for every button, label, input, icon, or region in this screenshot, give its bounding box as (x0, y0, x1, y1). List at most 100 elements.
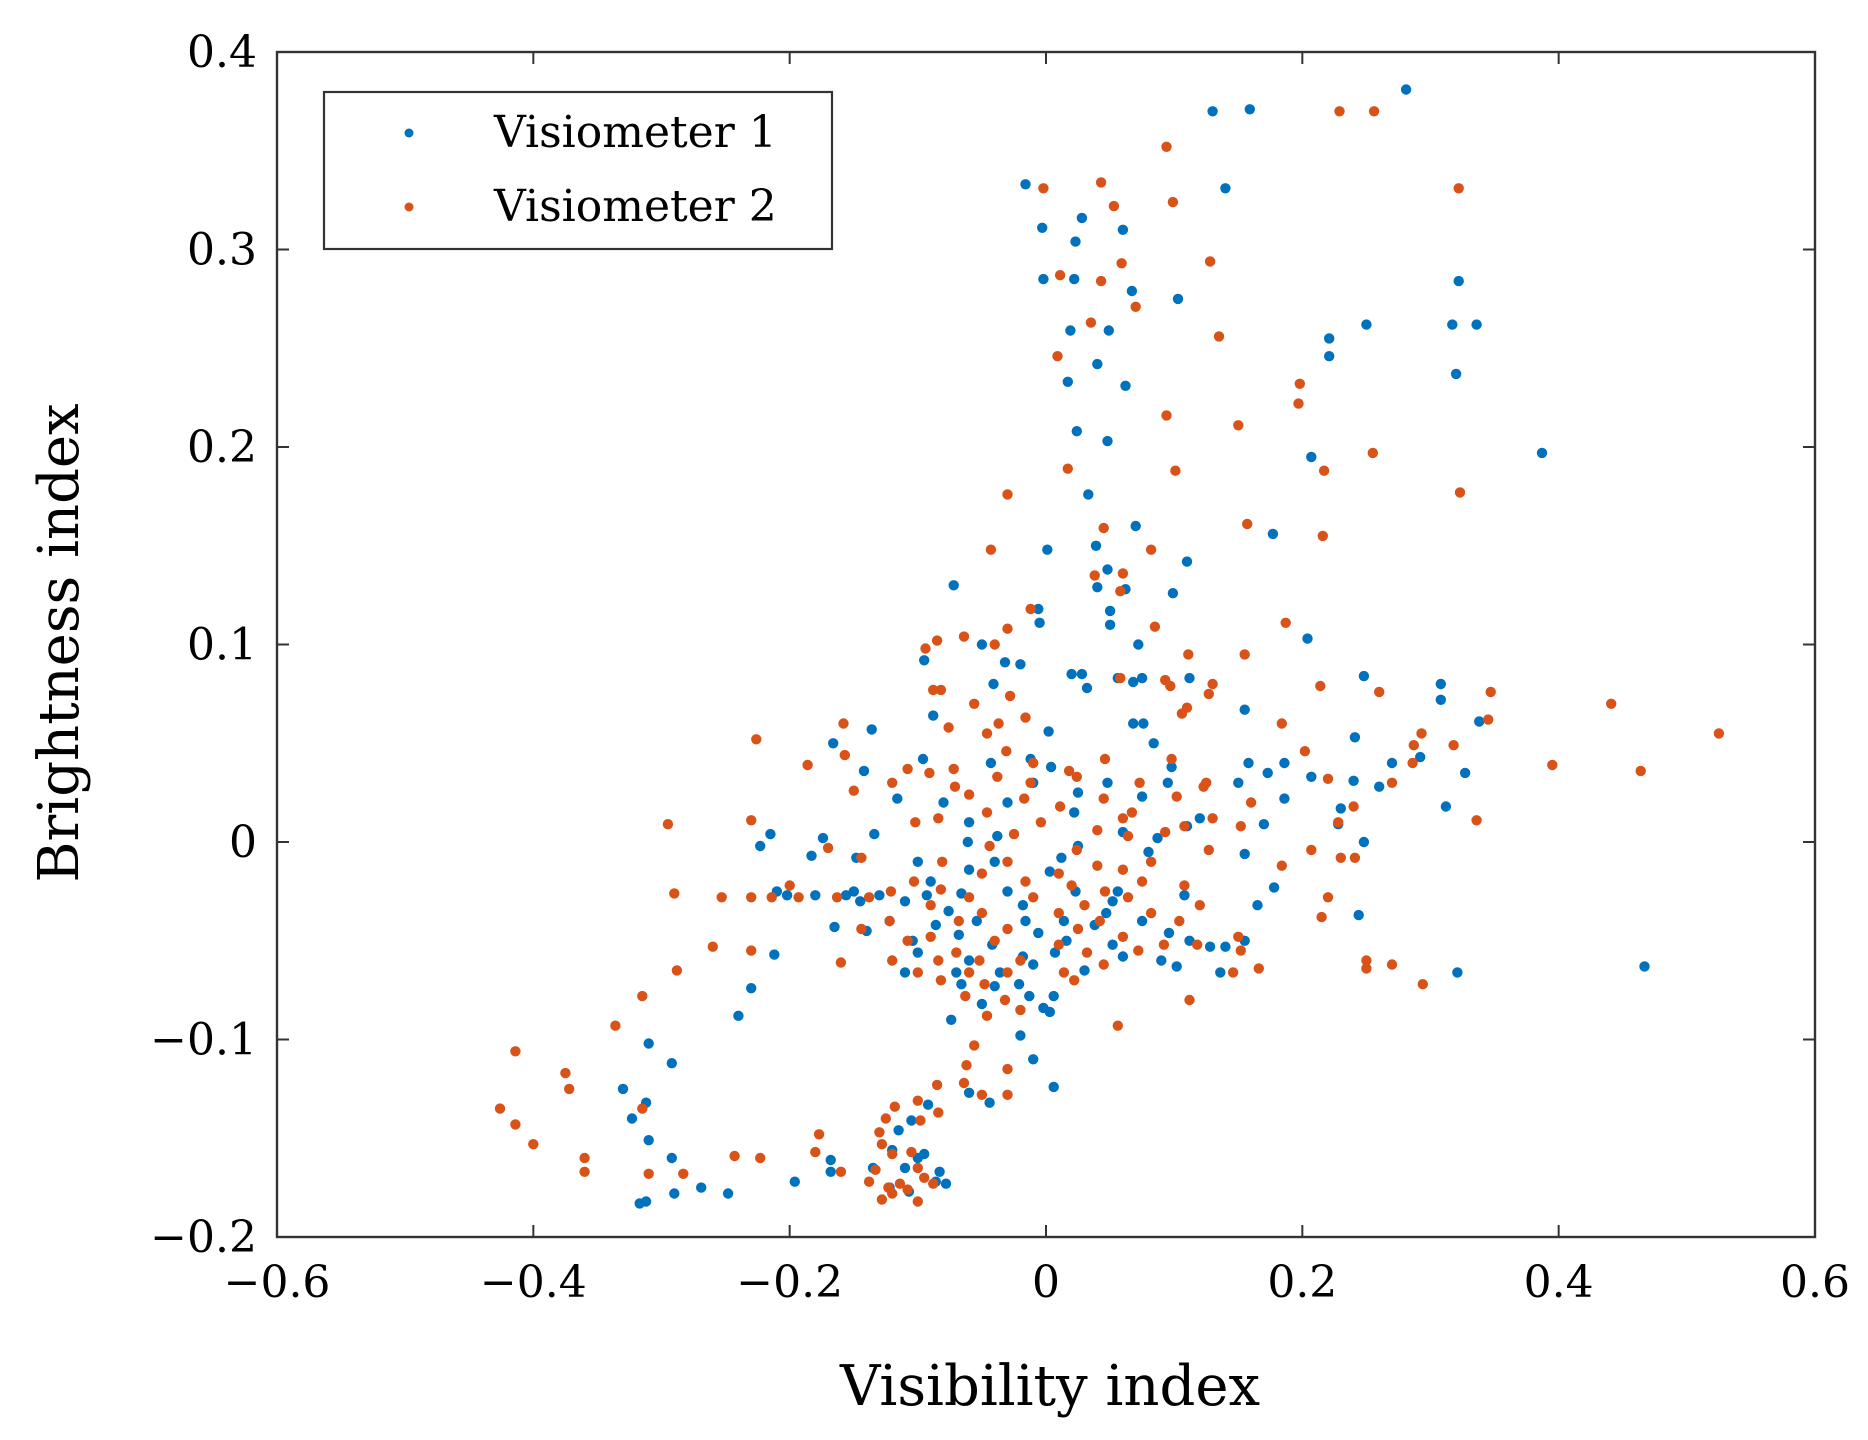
data-point-visiometer-1 (1024, 990, 1035, 1002)
data-point-visiometer-1 (953, 929, 964, 940)
data-point-visiometer-2 (564, 1083, 575, 1095)
data-point-visiometer-1 (1233, 777, 1244, 788)
data-point-visiometer-2 (510, 1119, 521, 1130)
data-point-visiometer-1 (1194, 813, 1206, 824)
data-point-visiometer-1 (1102, 777, 1113, 788)
data-point-visiometer-1 (1220, 183, 1231, 194)
data-point-visiometer-1 (1166, 761, 1177, 773)
data-point-visiometer-2 (874, 1127, 885, 1138)
data-point-visiometer-2 (969, 1040, 980, 1051)
data-point-visiometer-2 (906, 1146, 917, 1158)
y-tick-label: −0.1 (150, 1015, 257, 1066)
data-point-visiometer-1 (1440, 801, 1452, 812)
data-point-visiometer-2 (1071, 844, 1083, 856)
data-point-visiometer-2 (912, 967, 923, 978)
data-point-visiometer-1 (1459, 767, 1471, 779)
data-point-visiometer-2 (1001, 746, 1012, 757)
data-point-visiometer-2 (1002, 923, 1013, 935)
data-point-visiometer-2 (793, 892, 804, 903)
data-point-visiometer-2 (960, 990, 971, 1002)
data-point-visiometer-2 (1192, 939, 1203, 950)
data-point-visiometer-1 (1104, 605, 1116, 617)
data-point-visiometer-1 (1117, 224, 1129, 235)
data-point-visiometer-1 (971, 915, 982, 927)
data-point-visiometer-1 (1037, 222, 1048, 233)
data-point-visiometer-2 (802, 759, 813, 771)
data-point-visiometer-2 (1293, 398, 1304, 409)
data-point-visiometer-1 (769, 949, 780, 960)
data-point-visiometer-2 (1161, 410, 1172, 421)
legend-label-visiometer-1: Visiometer 1 (493, 107, 777, 158)
data-point-visiometer-2 (510, 1046, 521, 1057)
data-point-visiometer-2 (1134, 777, 1145, 788)
data-point-visiometer-1 (1471, 319, 1482, 330)
data-point-visiometer-2 (884, 915, 895, 927)
data-point-visiometer-2 (579, 1166, 590, 1178)
data-point-visiometer-1 (1415, 751, 1426, 763)
data-point-visiometer-1 (1279, 793, 1290, 804)
x-tick-label: 0.4 (1524, 1257, 1594, 1308)
data-point-visiometer-1 (962, 836, 973, 848)
data-point-visiometer-1 (1348, 775, 1359, 786)
data-point-visiometer-1 (1172, 293, 1184, 305)
data-point-visiometer-1 (921, 890, 932, 901)
data-point-visiometer-2 (948, 763, 959, 775)
data-point-visiometer-2 (1145, 907, 1157, 919)
data-point-visiometer-1 (1349, 732, 1361, 743)
data-point-visiometer-2 (1179, 821, 1190, 832)
data-point-visiometer-2 (1176, 708, 1188, 719)
data-point-visiometer-1 (781, 890, 793, 901)
data-point-visiometer-2 (981, 807, 993, 818)
data-point-visiometer-2 (870, 1164, 881, 1176)
data-point-visiometer-1 (1184, 672, 1195, 684)
data-point-visiometer-1 (1048, 1081, 1059, 1093)
data-point-visiometer-1 (930, 919, 941, 931)
data-point-visiometer-1 (1062, 376, 1074, 387)
data-point-visiometer-2 (928, 684, 939, 696)
data-point-visiometer-2 (1306, 844, 1317, 856)
data-point-visiometer-2 (1165, 680, 1176, 692)
data-point-visiometer-1 (1453, 275, 1464, 287)
data-point-visiometer-2 (924, 767, 935, 779)
data-point-visiometer-1 (1065, 325, 1076, 336)
data-point-visiometer-1 (1536, 447, 1548, 459)
data-point-visiometer-2 (1038, 183, 1049, 194)
data-point-visiometer-1 (989, 981, 1000, 992)
data-point-visiometer-2 (1145, 544, 1157, 555)
data-point-visiometer-2 (1004, 690, 1016, 702)
data-point-visiometer-2 (935, 684, 947, 696)
data-point-visiometer-1 (1104, 619, 1116, 630)
data-point-visiometer-1 (1324, 351, 1335, 362)
data-point-visiometer-1 (1072, 787, 1084, 798)
data-point-visiometer-2 (1145, 856, 1157, 867)
x-tick-label: 0 (1032, 1257, 1060, 1308)
data-point-visiometer-2 (746, 892, 757, 903)
data-point-visiometer-2 (678, 1168, 689, 1180)
data-point-visiometer-1 (1358, 670, 1370, 682)
data-point-visiometer-1 (829, 921, 840, 933)
data-point-visiometer-1 (1020, 915, 1031, 927)
data-point-visiometer-2 (1167, 196, 1179, 208)
data-point-visiometer-2 (1117, 568, 1129, 579)
data-point-visiometer-1 (925, 876, 936, 887)
data-point-visiometer-2 (1092, 825, 1103, 836)
data-point-visiometer-2 (1025, 603, 1036, 615)
data-point-visiometer-1 (1361, 319, 1372, 330)
data-point-visiometer-1 (1049, 947, 1061, 958)
data-point-visiometer-2 (1407, 757, 1418, 769)
data-point-visiometer-2 (1361, 963, 1372, 974)
data-point-visiometer-2 (1174, 915, 1185, 927)
data-point-visiometer-2 (1025, 777, 1036, 788)
data-point-visiometer-1 (1038, 273, 1049, 285)
data-point-visiometer-1 (1302, 633, 1313, 644)
data-point-visiometer-2 (1183, 649, 1194, 660)
data-point-visiometer-2 (662, 819, 674, 830)
data-point-visiometer-1 (963, 1087, 975, 1099)
data-point-visiometer-2 (1079, 900, 1090, 911)
data-point-visiometer-1 (994, 967, 1006, 978)
legend: Visiometer 1 Visiometer 2 (322, 90, 834, 251)
data-point-visiometer-2 (1133, 945, 1144, 956)
data-point-visiometer-1 (1400, 84, 1412, 95)
data-point-visiometer-2 (1160, 826, 1171, 838)
data-point-visiometer-1 (928, 710, 939, 721)
